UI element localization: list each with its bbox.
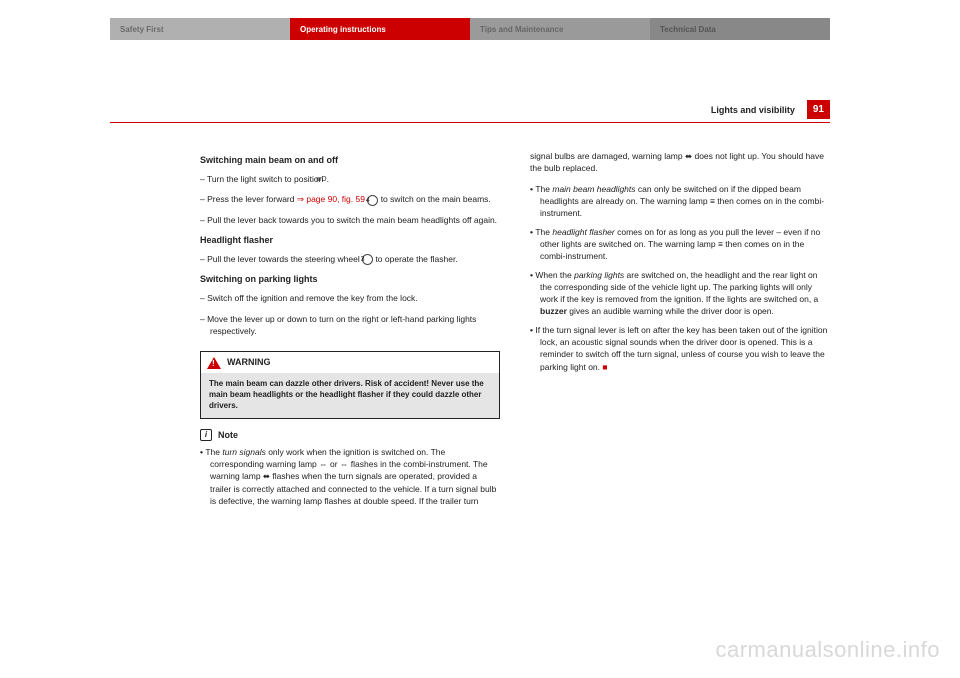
watermark: carmanualsonline.info [715, 637, 940, 663]
page-container: Lights and visibility 91 Switching main … [70, 0, 890, 100]
footer-tab-operating: Operating instructions [290, 18, 470, 40]
footer-tab-technical: Technical Data [650, 18, 830, 40]
callout-circle-icon: 3 [362, 254, 373, 265]
list-item: Turn the light switch to position ≣D. [200, 173, 500, 185]
text: Switch off the ignition and remove the k… [207, 293, 418, 303]
warning-header: WARNING [201, 352, 499, 373]
section-title: Lights and visibility [711, 105, 795, 115]
list-item: Move the lever up or down to turn on the… [200, 313, 500, 338]
note-bullet: The turn signals only work when the igni… [200, 446, 500, 508]
italic: turn signals [222, 447, 265, 457]
end-mark-icon: ■ [602, 362, 607, 372]
bold: buzzer [540, 306, 567, 316]
text: . [327, 174, 329, 184]
text: The [535, 184, 552, 194]
italic: parking lights [574, 270, 624, 280]
italic: main beam headlights [552, 184, 635, 194]
footer-bar: Safety First Operating instructions Tips… [110, 18, 830, 40]
text: Turn the light switch to position [207, 174, 326, 184]
bullet-item: When the parking lights are switched on,… [530, 269, 830, 318]
warning-box: WARNING The main beam can dazzle other d… [200, 351, 500, 418]
left-column: Switching main beam on and off Turn the … [200, 150, 500, 513]
content-columns: Switching main beam on and off Turn the … [200, 150, 830, 513]
heading-parking: Switching on parking lights [200, 273, 500, 286]
list-item: Switch off the ignition and remove the k… [200, 292, 500, 304]
footer-tab-tips: Tips and Maintenance [470, 18, 650, 40]
heading-main-beam: Switching main beam on and off [200, 154, 500, 167]
footer-tab-safety: Safety First [110, 18, 290, 40]
text: to switch on the main beams. [378, 194, 490, 204]
bullet-item: The main beam headlights can only be swi… [530, 183, 830, 220]
text: gives an audible warning while the drive… [567, 306, 774, 316]
text: to operate the flasher. [373, 254, 458, 264]
text: The [535, 227, 552, 237]
page-header: Lights and visibility 91 [711, 100, 830, 119]
info-icon: i [200, 429, 212, 441]
italic: headlight flasher [552, 227, 614, 237]
bullet-item: If the turn signal lever is left on afte… [530, 324, 830, 373]
warning-body: The main beam can dazzle other drivers. … [201, 373, 499, 417]
text: When the [535, 270, 574, 280]
text: Pull the lever back towards you to switc… [207, 215, 497, 225]
text: Pull the lever towards the steering whee… [207, 254, 362, 264]
note-header: i Note [200, 429, 500, 442]
page-reference: ⇒ page 90, fig. 59 [297, 194, 365, 204]
warning-triangle-icon [207, 357, 221, 369]
page-number: 91 [807, 100, 830, 119]
callout-circle-icon: 4 [367, 195, 378, 206]
list-item: Pull the lever towards the steering whee… [200, 253, 500, 265]
text: Press the lever forward [207, 194, 297, 204]
bullet-item: The headlight flasher comes on for as lo… [530, 226, 830, 263]
header-rule [110, 122, 830, 123]
warning-label: WARNING [227, 356, 271, 369]
note-label: Note [218, 429, 238, 442]
list-item: Press the lever forward ⇒ page 90, fig. … [200, 193, 500, 205]
text: The turn signals only work when the igni… [205, 447, 496, 506]
paragraph: signal bulbs are damaged, warning lamp ⬌… [530, 150, 830, 175]
heading-flasher: Headlight flasher [200, 234, 500, 247]
right-column: signal bulbs are damaged, warning lamp ⬌… [530, 150, 830, 513]
text: If the turn signal lever is left on afte… [535, 325, 827, 372]
list-item: Pull the lever back towards you to switc… [200, 214, 500, 226]
text: Move the lever up or down to turn on the… [207, 314, 476, 336]
